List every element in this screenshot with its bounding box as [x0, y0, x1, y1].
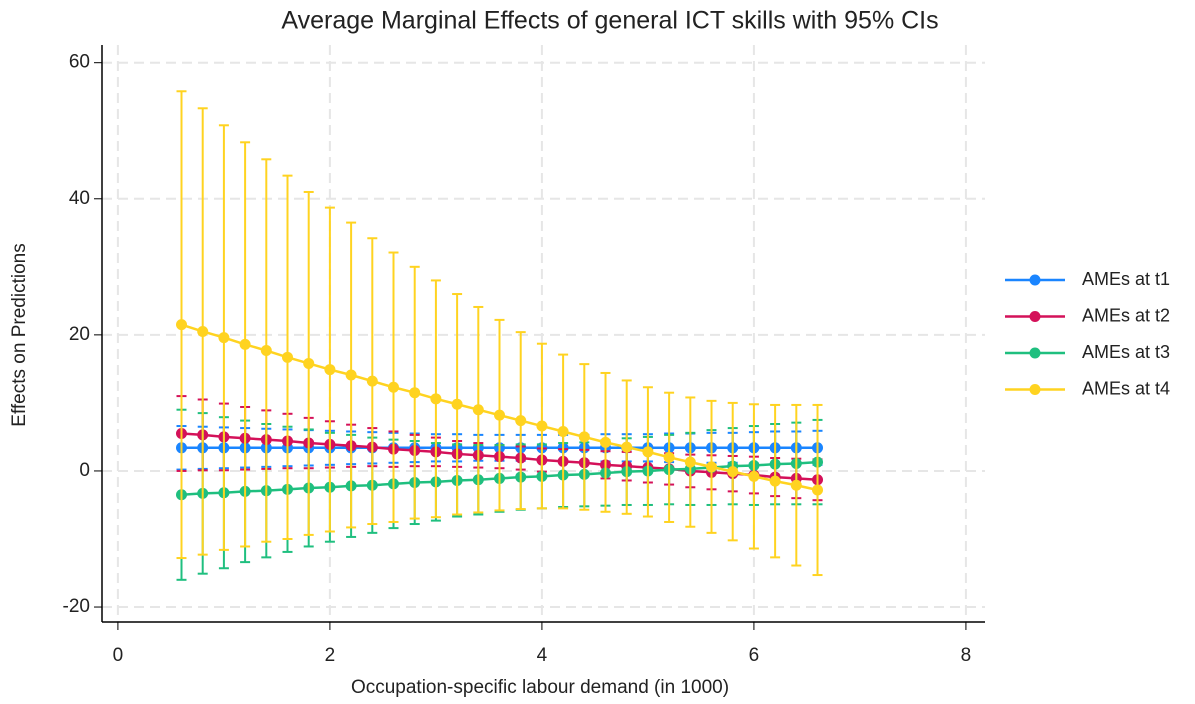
- legend-marker: [1029, 274, 1041, 286]
- x-tick-label: 4: [537, 645, 548, 666]
- point: [303, 357, 315, 369]
- series: [176, 90, 824, 577]
- legend-label: AMEs at t3: [1082, 342, 1170, 362]
- legend-label: AMEs at t1: [1082, 269, 1170, 289]
- y-tick-label: 0: [79, 460, 90, 481]
- point: [451, 398, 463, 410]
- legend-label: AMEs at t2: [1082, 305, 1170, 325]
- x-tick-label: 2: [325, 645, 336, 666]
- x-axis-label: Occupation-specific labour demand (in 10…: [351, 677, 729, 698]
- legend-label: AMEs at t4: [1082, 378, 1170, 398]
- point: [769, 475, 781, 487]
- x-tick-label: 0: [113, 645, 124, 666]
- point: [430, 393, 442, 405]
- point: [812, 484, 824, 496]
- point: [282, 351, 294, 363]
- point: [684, 456, 696, 468]
- point: [472, 404, 484, 416]
- point: [578, 431, 590, 443]
- x-tick-label: 8: [961, 645, 972, 666]
- point: [345, 369, 357, 381]
- legend-marker: [1029, 347, 1041, 359]
- point: [621, 441, 633, 453]
- point: [642, 446, 654, 458]
- y-tick-label: 20: [69, 324, 90, 345]
- point: [388, 381, 400, 393]
- chart-title: Average Marginal Effects of general ICT …: [281, 7, 938, 35]
- point: [218, 332, 230, 344]
- legend-marker: [1029, 384, 1041, 395]
- point: [494, 409, 506, 421]
- point: [409, 387, 421, 399]
- y-axis-label: Effects on Predictions: [9, 243, 30, 426]
- y-tick-label: 60: [69, 52, 90, 73]
- legend-marker: [1029, 311, 1041, 322]
- y-tick-label: -20: [63, 596, 90, 617]
- point: [790, 479, 802, 491]
- point: [324, 364, 336, 376]
- y-tick-label: 40: [69, 188, 90, 209]
- point: [197, 325, 209, 337]
- point: [515, 415, 527, 427]
- point: [600, 436, 612, 448]
- point: [176, 319, 188, 331]
- point: [706, 461, 718, 473]
- point: [727, 466, 739, 478]
- point: [366, 375, 378, 387]
- point: [663, 451, 675, 463]
- point: [557, 425, 569, 437]
- x-tick-label: 6: [749, 645, 760, 666]
- point: [239, 338, 251, 350]
- point: [260, 345, 272, 357]
- point: [536, 420, 548, 432]
- point: [748, 470, 760, 482]
